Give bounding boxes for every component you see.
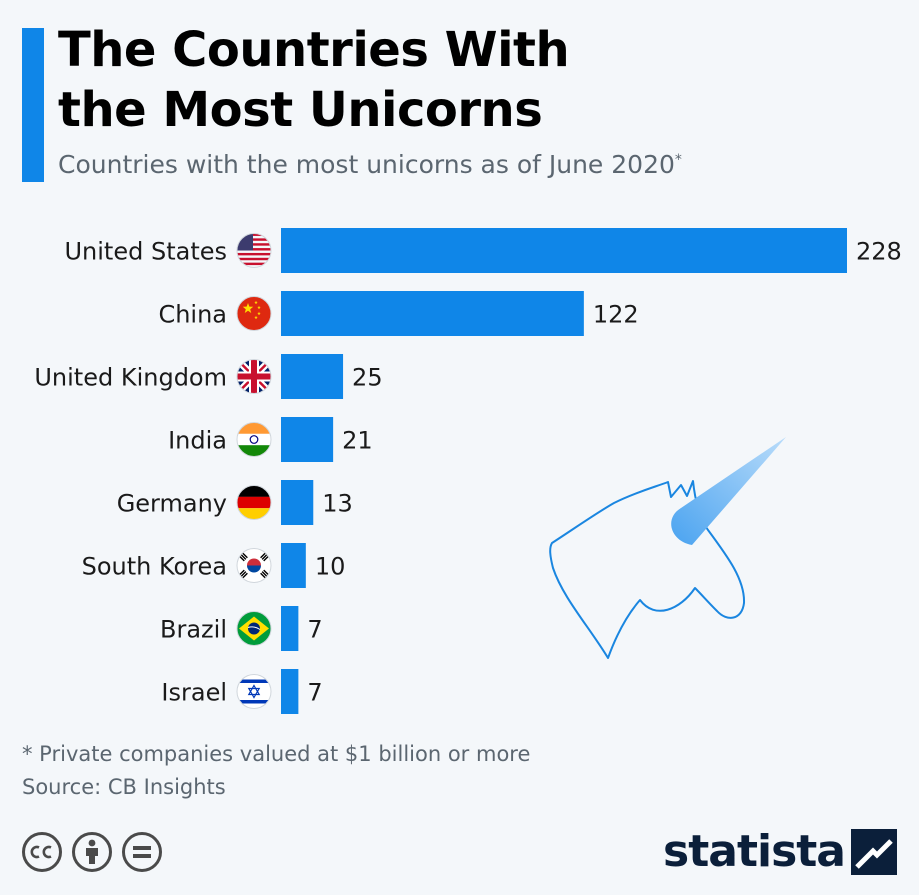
footnote: * Private companies valued at $1 billion… (22, 742, 531, 766)
value-label: 7 (307, 616, 322, 644)
bar[interactable] (281, 606, 299, 651)
source-note: Source: CB Insights (22, 775, 226, 799)
india-flag-icon (237, 422, 271, 457)
germany-flag-icon (237, 485, 271, 520)
chart-title-line-2: the Most Unicorns (58, 82, 543, 138)
uk-flag-icon (237, 359, 271, 394)
unicorn-illustration (549, 437, 786, 659)
statista-logo-text: statista (663, 826, 846, 877)
creative-commons-icon[interactable] (22, 832, 62, 872)
chart-subtitle: Countries with the most unicorns as of J… (58, 150, 682, 179)
category-label: Germany (117, 490, 227, 518)
china-flag-icon (237, 296, 271, 331)
value-label: 25 (352, 364, 383, 392)
category-label: United Kingdom (34, 364, 227, 392)
bar[interactable] (281, 291, 584, 336)
category-label: Brazil (160, 616, 227, 644)
category-label: United States (64, 238, 227, 266)
category-label: India (168, 427, 227, 455)
statista-logo[interactable]: statista (663, 828, 897, 876)
bar[interactable] (281, 480, 314, 525)
title-accent-bar (22, 28, 44, 182)
bar[interactable] (281, 669, 299, 714)
bar[interactable] (281, 543, 306, 588)
chart-title: The Countries With the Most Unicorns (58, 20, 570, 140)
statista-logo-icon (851, 829, 897, 875)
chart-subtitle-asterisk: * (674, 152, 682, 168)
value-label: 122 (593, 301, 639, 329)
bar[interactable] (281, 417, 334, 462)
unicorn-horn (671, 437, 786, 545)
bar[interactable] (281, 354, 344, 399)
value-label: 7 (307, 679, 322, 707)
value-label: 21 (342, 427, 373, 455)
value-label: 10 (315, 553, 346, 581)
license-icons (22, 832, 162, 872)
no-derivatives-icon[interactable] (122, 832, 162, 872)
attribution-icon[interactable] (72, 832, 112, 872)
brazil-flag-icon (237, 611, 271, 646)
bar[interactable] (281, 228, 847, 273)
chart-subtitle-text: Countries with the most unicorns as of J… (58, 150, 675, 179)
category-label: China (158, 301, 227, 329)
value-label: 13 (322, 490, 353, 518)
category-label: Israel (161, 679, 227, 707)
israel-flag-icon (237, 674, 271, 709)
bar-group: United States 228 China 122 United Kingdom 25… (34, 228, 902, 714)
value-label: 228 (856, 238, 902, 266)
category-label: South Korea (82, 553, 227, 581)
chart-title-line-1: The Countries With (58, 22, 570, 78)
